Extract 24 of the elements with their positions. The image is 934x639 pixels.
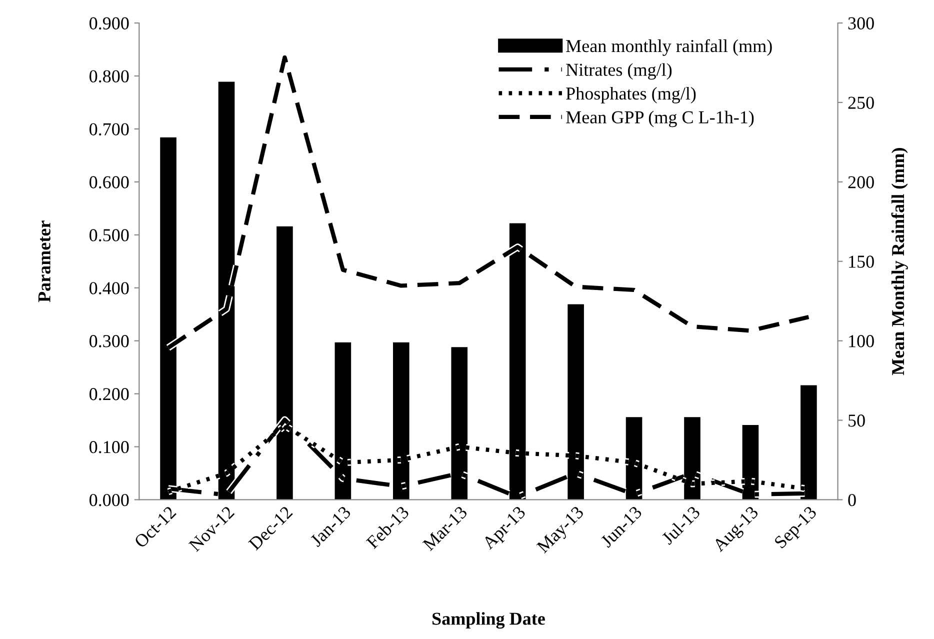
legend-label: Phosphates (mg/l)	[566, 86, 696, 104]
legend-label: Nitrates (mg/l)	[566, 63, 672, 80]
y-tick-label: 0.900	[90, 17, 129, 30]
y-tick-label: 0.400	[90, 282, 129, 294]
y-tick-label: 0.800	[90, 70, 129, 82]
y2-tick-label: 250	[848, 96, 874, 109]
y2-tick-label: 50	[848, 414, 865, 427]
y-tick-label: 0.700	[90, 123, 129, 136]
y2-tick-label: 0	[848, 494, 856, 506]
y-tick-label: 0.000	[90, 494, 129, 506]
y-tick-label: 0.200	[90, 388, 129, 400]
legend-label: Mean GPP (mg C L-1h-1)	[566, 110, 754, 128]
y-tick-label: 0.600	[90, 176, 129, 188]
y-tick-label: 0.100	[90, 440, 129, 454]
y2-tick-label: 300	[848, 17, 874, 30]
x-axis-title: Sampling Date	[432, 612, 545, 629]
legend-label: Mean monthly rainfall (mm)	[566, 39, 772, 56]
y-tick-label: 0.500	[90, 229, 129, 242]
y2-axis-title: Mean Monthly Rainfall (mm)	[891, 148, 908, 376]
y-tick-label: 0.300	[90, 335, 129, 348]
y2-tick-label: 200	[848, 176, 874, 188]
y-axis-title: Parameter	[38, 220, 50, 302]
y2-tick-label: 100	[849, 335, 874, 348]
y2-tick-label: 150	[849, 256, 874, 268]
